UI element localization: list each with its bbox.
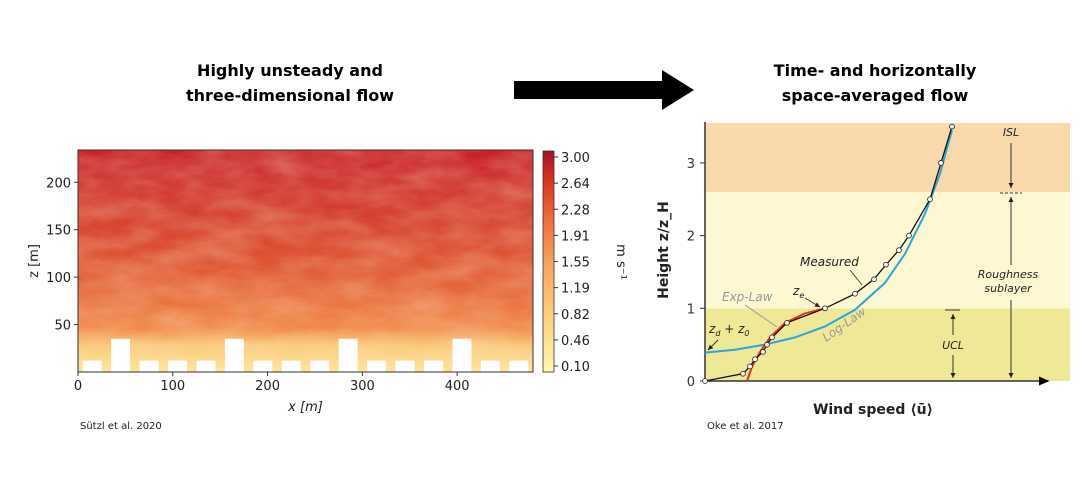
layer-roughness-sublayer bbox=[705, 191, 1070, 309]
building bbox=[367, 360, 387, 372]
building bbox=[452, 338, 472, 372]
ucl-label: UCL bbox=[942, 339, 964, 352]
building bbox=[82, 360, 102, 372]
x-tick-label: 200 bbox=[255, 379, 280, 394]
transition-arrow bbox=[514, 70, 694, 110]
measured-point bbox=[871, 276, 877, 283]
measured-point bbox=[938, 160, 944, 166]
right-citation: Oke et al. 2017 bbox=[707, 421, 784, 432]
building bbox=[281, 360, 301, 372]
layer-isl bbox=[705, 122, 1070, 192]
colorbar-tick-label: 2.64 bbox=[561, 177, 590, 192]
building bbox=[224, 338, 244, 372]
measured-point bbox=[769, 334, 775, 341]
measured-point bbox=[747, 363, 753, 370]
measured-point bbox=[752, 356, 758, 363]
right-title-line1: Time- and horizontally bbox=[773, 61, 977, 80]
colorbar-tick-label: 3.00 bbox=[561, 151, 590, 166]
colorbar-tick-label: 0.82 bbox=[561, 308, 590, 323]
y-tick-label: 0 bbox=[687, 375, 695, 390]
colorbar-tick-label: 2.28 bbox=[561, 203, 590, 218]
building bbox=[509, 360, 529, 372]
right-title: Time- and horizontally space-averaged fl… bbox=[735, 58, 1015, 108]
exp-law-leader bbox=[744, 304, 778, 328]
building bbox=[168, 360, 188, 372]
ze-subscript: e bbox=[799, 291, 804, 300]
measured-point bbox=[764, 341, 770, 348]
colorbar-tick-label: 1.55 bbox=[561, 256, 590, 271]
heatmap-turbulence bbox=[78, 150, 533, 372]
y-tick-label: 200 bbox=[46, 176, 71, 191]
x-tick-label: 100 bbox=[160, 379, 185, 394]
left-title: Highly unsteady and three-dimensional fl… bbox=[150, 58, 430, 108]
building bbox=[196, 360, 216, 372]
y-axis-label: Height z/z_H bbox=[656, 201, 672, 299]
building bbox=[139, 360, 159, 372]
building bbox=[423, 360, 443, 372]
x-axis-label: x [m] bbox=[287, 400, 323, 415]
y-tick-label: 2 bbox=[687, 230, 695, 245]
zd-arrow bbox=[707, 339, 719, 351]
building bbox=[338, 338, 358, 372]
isl-label: ISL bbox=[1003, 126, 1019, 139]
x-axis-label: Wind speed ⟨ū⟩ bbox=[813, 402, 933, 418]
y-axis-label: z [m] bbox=[27, 244, 42, 278]
y-tick-label: 100 bbox=[46, 271, 71, 286]
right-title-line2: space-averaged flow bbox=[781, 86, 969, 105]
building bbox=[395, 360, 415, 372]
x-tick-label: 300 bbox=[350, 379, 375, 394]
z0-subscript: 0 bbox=[744, 329, 749, 338]
building bbox=[111, 338, 131, 372]
measured-point bbox=[906, 232, 912, 239]
z0-plus: + z bbox=[720, 322, 745, 336]
measured-point bbox=[760, 349, 766, 355]
colorbar-tick-label: 1.91 bbox=[561, 229, 590, 244]
measured-point bbox=[852, 290, 858, 297]
measured-point bbox=[949, 123, 955, 130]
y-tick-label: 50 bbox=[54, 319, 71, 334]
left-citation: Sützl et al. 2020 bbox=[80, 421, 162, 432]
measured-point bbox=[896, 247, 902, 253]
zd-subscript: d bbox=[715, 329, 721, 338]
x-tick-label: 0 bbox=[74, 379, 82, 394]
colorbar-tick-label: 0.10 bbox=[561, 360, 590, 375]
ze-arrow bbox=[804, 297, 821, 308]
y-tick-label: 1 bbox=[687, 302, 695, 317]
measured-point bbox=[822, 305, 828, 312]
exp-law-label: Exp-Law bbox=[722, 290, 773, 304]
roughness-label: Roughness bbox=[978, 268, 1039, 281]
sublayer-label: sublayer bbox=[984, 282, 1033, 295]
colorbar-tick-label: 0.46 bbox=[561, 334, 590, 349]
x-tick-label: 400 bbox=[445, 379, 470, 394]
colorbar-label: m s⁻¹ bbox=[613, 244, 628, 280]
measured-point bbox=[702, 378, 708, 384]
building bbox=[310, 360, 330, 372]
measured-label: Measured bbox=[800, 255, 859, 269]
y-tick-label: 150 bbox=[46, 224, 71, 239]
plot-frame bbox=[77, 149, 534, 373]
measured-point bbox=[883, 261, 889, 268]
colorbar bbox=[542, 150, 555, 373]
measured-point bbox=[784, 319, 790, 326]
measured-point bbox=[927, 196, 933, 203]
left-title-line1: Highly unsteady and bbox=[197, 61, 383, 80]
building bbox=[480, 360, 500, 372]
zd-z0-label: zd + z0 bbox=[708, 322, 749, 338]
measured-leader bbox=[849, 269, 863, 286]
measured-point bbox=[740, 370, 746, 377]
building bbox=[253, 360, 273, 372]
y-tick-label: 3 bbox=[687, 157, 695, 172]
colorbar-tick-label: 1.19 bbox=[561, 282, 590, 297]
left-title-line2: three-dimensional flow bbox=[186, 86, 394, 105]
